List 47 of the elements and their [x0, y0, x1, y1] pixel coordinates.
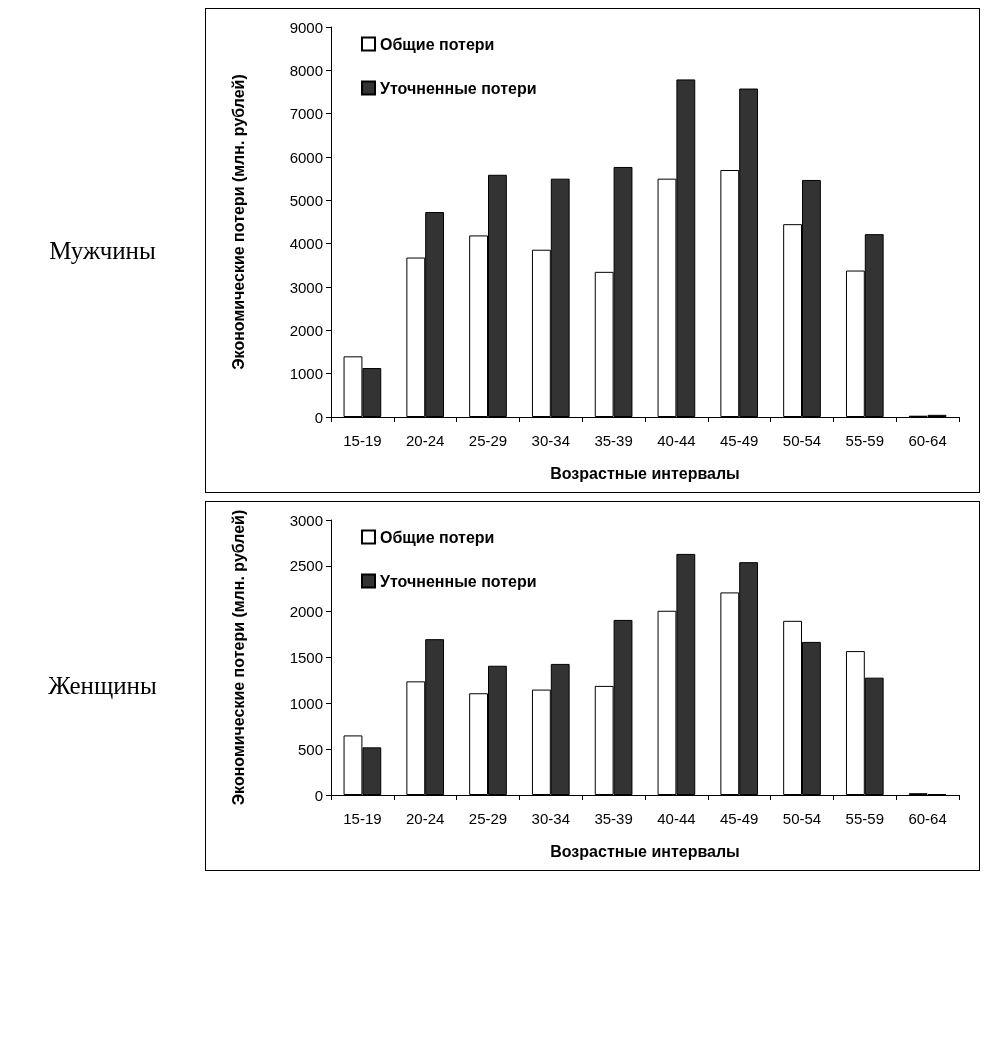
y-tick-label: 1000: [289, 365, 323, 383]
text: Мужчины: [48, 236, 157, 265]
x-tick-label: 45-49: [720, 432, 759, 449]
y-tick-label: 1500: [289, 649, 323, 666]
y-tick-label: 2000: [289, 603, 323, 621]
y-tick-label: 2000: [289, 321, 323, 339]
y-tick-label: 4000: [289, 235, 323, 253]
y-tick-label: 0: [314, 786, 323, 804]
x-tick-label: 20-24: [406, 432, 445, 449]
y-tick-label: 0: [314, 408, 323, 426]
x-tick-label: 35-39: [594, 810, 633, 827]
x-tick-label: 40-44: [657, 432, 696, 449]
x-tick-label: 55-59: [845, 810, 884, 827]
legend-label: Уточненные потери: [380, 572, 537, 590]
x-tick-label: 30-34: [531, 432, 570, 449]
x-tick-label: 15-19: [343, 810, 382, 827]
legend-label: Общие потери: [380, 528, 495, 546]
y-tick-label: 6000: [289, 148, 323, 166]
x-tick-label: 20-24: [406, 810, 445, 827]
x-tick-label: 25-29: [468, 432, 508, 449]
x-tick-label: 25-29: [468, 810, 508, 827]
y-tick-label: 1000: [289, 694, 323, 712]
x-tick-label: 35-39: [594, 432, 633, 449]
y-tick-label: 7000: [289, 105, 323, 123]
y-tick-label: 3000: [289, 511, 323, 529]
y-tick-label: 2500: [289, 557, 323, 575]
x-axis-title: Возрастные интервалы: [550, 842, 740, 860]
x-tick-label: 45-49: [720, 810, 759, 827]
x-tick-label: 60-64: [908, 810, 947, 827]
x-tick-label: 60-64: [908, 432, 947, 449]
x-tick-label: 30-34: [531, 810, 570, 827]
y-tick-label: 500: [297, 740, 323, 758]
y-axis-title: Экономические потери (млн. рублей): [229, 74, 247, 370]
y-tick-label: 8000: [289, 61, 323, 79]
x-tick-label: 55-59: [845, 432, 884, 449]
x-axis-title: Возрастные интервалы: [550, 464, 740, 482]
y-axis-title: Экономические потери (млн. рублей): [229, 509, 247, 806]
legend-label: Общие потери: [380, 35, 495, 53]
y-tick-label: 5000: [289, 191, 323, 209]
x-tick-label: 50-54: [782, 432, 822, 449]
x-tick-label: 40-44: [657, 810, 696, 827]
y-tick-label: 3000: [289, 278, 323, 296]
y-tick-label: 9000: [289, 18, 323, 36]
x-tick-label: 15-19: [343, 432, 382, 449]
legend-label: Уточненные потери: [380, 79, 537, 97]
text: Женщины: [47, 672, 158, 700]
x-tick-label: 50-54: [782, 810, 822, 827]
